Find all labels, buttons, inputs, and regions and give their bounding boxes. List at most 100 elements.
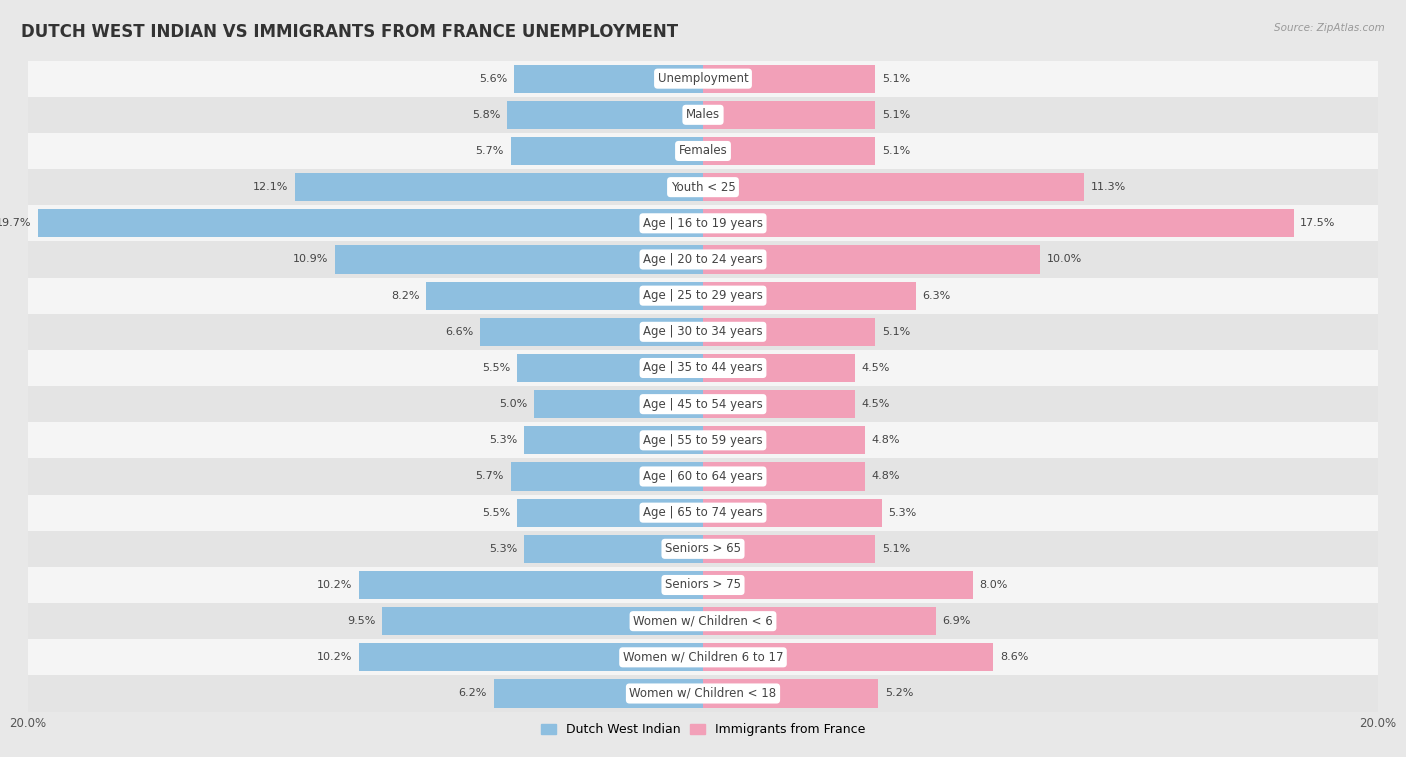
Text: Women w/ Children 6 to 17: Women w/ Children 6 to 17 bbox=[623, 651, 783, 664]
Text: Age | 55 to 59 years: Age | 55 to 59 years bbox=[643, 434, 763, 447]
Bar bbox=[28, 494, 1378, 531]
Bar bbox=[481, 318, 703, 346]
Text: 5.1%: 5.1% bbox=[882, 110, 910, 120]
Text: 8.2%: 8.2% bbox=[391, 291, 419, 301]
Bar bbox=[703, 607, 936, 635]
Bar bbox=[28, 531, 1378, 567]
Bar bbox=[703, 571, 973, 599]
Bar bbox=[335, 245, 703, 273]
Text: 10.2%: 10.2% bbox=[316, 580, 352, 590]
Bar bbox=[28, 205, 1378, 241]
Text: 5.0%: 5.0% bbox=[499, 399, 527, 409]
Text: 19.7%: 19.7% bbox=[0, 218, 31, 229]
Bar bbox=[28, 241, 1378, 278]
Text: Women w/ Children < 6: Women w/ Children < 6 bbox=[633, 615, 773, 628]
Text: 11.3%: 11.3% bbox=[1091, 182, 1126, 192]
Bar bbox=[28, 386, 1378, 422]
Bar bbox=[28, 61, 1378, 97]
Text: 6.3%: 6.3% bbox=[922, 291, 950, 301]
Text: 17.5%: 17.5% bbox=[1301, 218, 1336, 229]
Bar bbox=[28, 567, 1378, 603]
Text: 5.7%: 5.7% bbox=[475, 146, 503, 156]
Bar bbox=[703, 390, 855, 419]
Text: 10.0%: 10.0% bbox=[1047, 254, 1083, 264]
Bar bbox=[517, 354, 703, 382]
Bar bbox=[508, 101, 703, 129]
Bar bbox=[494, 679, 703, 708]
Text: 5.2%: 5.2% bbox=[886, 689, 914, 699]
Text: 9.5%: 9.5% bbox=[347, 616, 375, 626]
Text: Seniors > 75: Seniors > 75 bbox=[665, 578, 741, 591]
Bar bbox=[510, 137, 703, 165]
Text: 5.8%: 5.8% bbox=[472, 110, 501, 120]
Bar bbox=[295, 173, 703, 201]
Text: 8.0%: 8.0% bbox=[980, 580, 1008, 590]
Text: 5.1%: 5.1% bbox=[882, 327, 910, 337]
Bar bbox=[703, 209, 1294, 238]
Text: Age | 45 to 54 years: Age | 45 to 54 years bbox=[643, 397, 763, 410]
Text: Age | 20 to 24 years: Age | 20 to 24 years bbox=[643, 253, 763, 266]
Text: 4.8%: 4.8% bbox=[872, 435, 900, 445]
Text: 5.7%: 5.7% bbox=[475, 472, 503, 481]
Bar bbox=[524, 534, 703, 563]
Bar bbox=[28, 313, 1378, 350]
Text: 10.9%: 10.9% bbox=[292, 254, 329, 264]
Bar bbox=[28, 422, 1378, 459]
Bar bbox=[703, 318, 875, 346]
Bar bbox=[359, 571, 703, 599]
Text: Age | 16 to 19 years: Age | 16 to 19 years bbox=[643, 217, 763, 230]
Text: 5.1%: 5.1% bbox=[882, 544, 910, 554]
Text: Age | 60 to 64 years: Age | 60 to 64 years bbox=[643, 470, 763, 483]
Bar bbox=[517, 499, 703, 527]
Text: Age | 65 to 74 years: Age | 65 to 74 years bbox=[643, 506, 763, 519]
Text: 6.6%: 6.6% bbox=[446, 327, 474, 337]
Text: Youth < 25: Youth < 25 bbox=[671, 181, 735, 194]
Bar bbox=[28, 169, 1378, 205]
Text: 12.1%: 12.1% bbox=[253, 182, 288, 192]
Text: Source: ZipAtlas.com: Source: ZipAtlas.com bbox=[1274, 23, 1385, 33]
Text: Age | 35 to 44 years: Age | 35 to 44 years bbox=[643, 362, 763, 375]
Text: Age | 30 to 34 years: Age | 30 to 34 years bbox=[643, 326, 763, 338]
Text: 5.5%: 5.5% bbox=[482, 363, 510, 373]
Text: 5.3%: 5.3% bbox=[489, 435, 517, 445]
Bar bbox=[703, 354, 855, 382]
Bar bbox=[703, 245, 1040, 273]
Text: 6.9%: 6.9% bbox=[942, 616, 972, 626]
Text: Females: Females bbox=[679, 145, 727, 157]
Bar bbox=[524, 426, 703, 454]
Text: Women w/ Children < 18: Women w/ Children < 18 bbox=[630, 687, 776, 700]
Bar bbox=[703, 426, 865, 454]
Text: 5.3%: 5.3% bbox=[489, 544, 517, 554]
Legend: Dutch West Indian, Immigrants from France: Dutch West Indian, Immigrants from Franc… bbox=[536, 718, 870, 741]
Text: Unemployment: Unemployment bbox=[658, 72, 748, 85]
Text: 5.3%: 5.3% bbox=[889, 508, 917, 518]
Bar bbox=[28, 133, 1378, 169]
Text: 4.5%: 4.5% bbox=[862, 399, 890, 409]
Bar bbox=[28, 350, 1378, 386]
Bar bbox=[28, 675, 1378, 712]
Bar bbox=[382, 607, 703, 635]
Bar bbox=[703, 463, 865, 491]
Bar bbox=[28, 278, 1378, 313]
Text: 5.6%: 5.6% bbox=[479, 73, 508, 83]
Bar bbox=[703, 679, 879, 708]
Bar bbox=[28, 639, 1378, 675]
Text: Seniors > 65: Seniors > 65 bbox=[665, 542, 741, 556]
Bar bbox=[703, 282, 915, 310]
Bar bbox=[28, 459, 1378, 494]
Text: 5.5%: 5.5% bbox=[482, 508, 510, 518]
Bar bbox=[703, 101, 875, 129]
Bar bbox=[534, 390, 703, 419]
Text: 6.2%: 6.2% bbox=[458, 689, 486, 699]
Text: 8.6%: 8.6% bbox=[1000, 653, 1028, 662]
Text: 5.1%: 5.1% bbox=[882, 146, 910, 156]
Bar bbox=[28, 603, 1378, 639]
Bar bbox=[510, 463, 703, 491]
Bar bbox=[703, 499, 882, 527]
Bar bbox=[703, 643, 993, 671]
Bar bbox=[515, 64, 703, 93]
Text: Males: Males bbox=[686, 108, 720, 121]
Text: 4.5%: 4.5% bbox=[862, 363, 890, 373]
Bar bbox=[359, 643, 703, 671]
Bar bbox=[28, 97, 1378, 133]
